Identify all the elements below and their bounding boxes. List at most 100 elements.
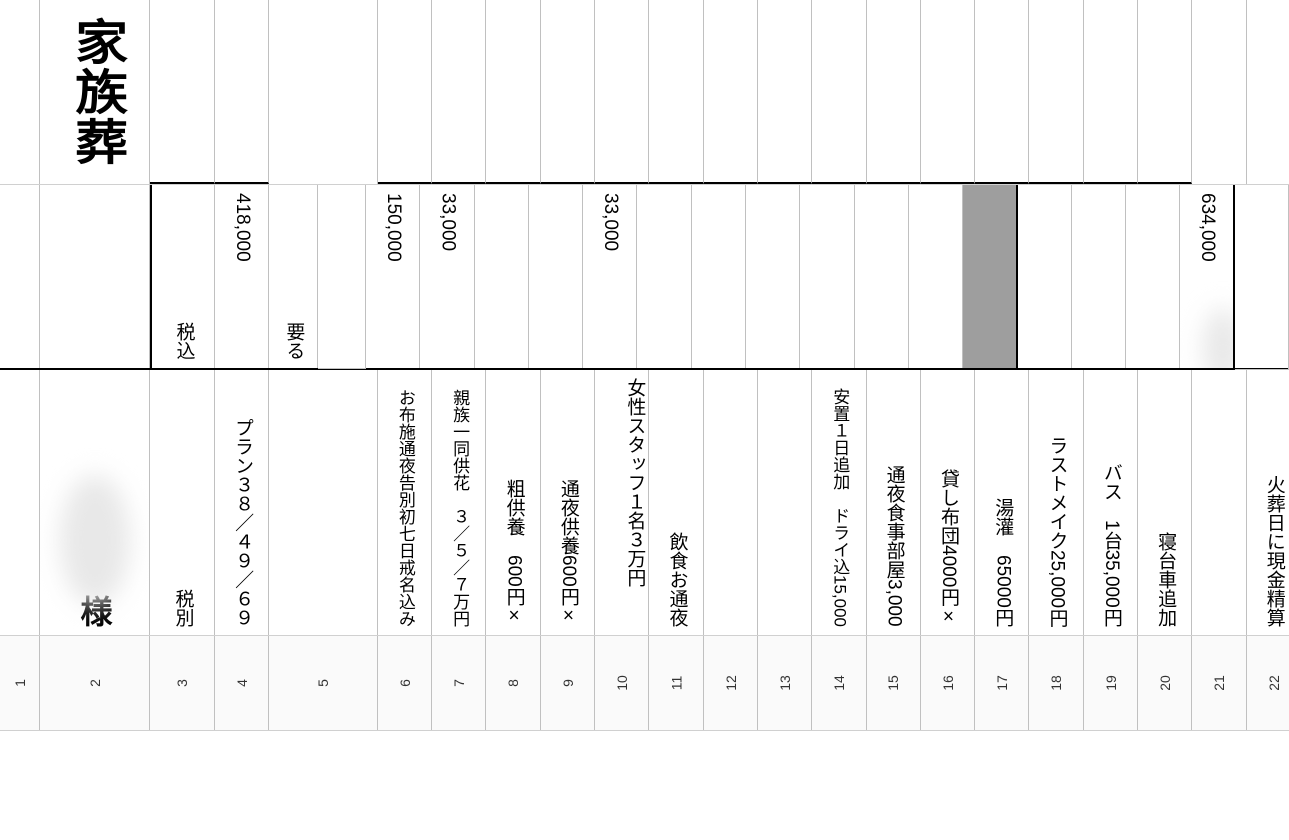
rownum-cell-10[interactable]: 10 (595, 636, 649, 730)
blur-overlay (1203, 308, 1235, 368)
rownum-16: 16 (940, 675, 956, 691)
rownum-12: 12 (722, 675, 738, 691)
header-cell-10 (595, 0, 649, 184)
label-cell-14: 安置１日追加 ドライ込15,000 (812, 370, 866, 635)
label-cell-7: 親族一同供花 ３／５／７万円 (432, 370, 486, 635)
label-cell-22: 火葬日に現金精算 (1247, 370, 1289, 635)
rownum-10: 10 (614, 675, 630, 691)
value-5a: 要る (283, 322, 304, 360)
rownum-cell-14[interactable]: 14 (812, 636, 866, 730)
label-cell-4: プラン３８／４９／６９ (215, 370, 269, 635)
header-cell-21 (1192, 0, 1246, 184)
header-cell-9 (541, 0, 595, 184)
rownum-cell-18[interactable]: 18 (1029, 636, 1083, 730)
rownum-18: 18 (1048, 675, 1064, 691)
rownum-cell-5[interactable]: 5 (269, 636, 378, 730)
header-cell-12 (704, 0, 758, 184)
rownum-2: 2 (86, 679, 102, 687)
rownum-cell-12[interactable]: 12 (704, 636, 758, 730)
value-21: 634,000 (1196, 193, 1217, 262)
value-cell-16 (909, 185, 963, 368)
rownum-8: 8 (505, 679, 521, 687)
rownum-cell-3[interactable]: 3 (150, 636, 215, 730)
rownum-cell-20[interactable]: 20 (1138, 636, 1192, 730)
value-cell-20 (1126, 185, 1180, 368)
rownum-cell-6[interactable]: 6 (378, 636, 432, 730)
rownum-cell-2[interactable]: 2 (40, 636, 150, 730)
rownum-cell-17[interactable]: 17 (975, 636, 1029, 730)
rownum-cell-13[interactable]: 13 (758, 636, 812, 730)
label-cell-5 (269, 370, 378, 635)
label-19: バス 1台35,000円 (1100, 463, 1121, 627)
header-cell-6 (378, 0, 432, 184)
rownum-3: 3 (174, 679, 190, 687)
value-cell-7: 33,000 (420, 185, 474, 368)
row-numbers: 1 2 3 4 5 6 7 8 9 10 11 12 13 14 15 16 1… (0, 636, 1289, 731)
label-cell-11: 飲食お通夜 (649, 370, 703, 635)
rownum-11: 11 (668, 676, 684, 691)
label-8: 粗供養 600円× (503, 479, 524, 627)
value-cell-14 (800, 185, 854, 368)
label-18: ラストメイク25,000円 (1046, 436, 1067, 627)
value-cell-5b: 不要 (318, 185, 366, 369)
header-cell-13 (758, 0, 812, 184)
rownum-5: 5 (315, 679, 331, 687)
label-cell-6: お布施通夜告別初七日戒名込み (378, 370, 432, 635)
value-cell-6: 150,000 (366, 185, 420, 368)
document-title: 家族葬 (56, 17, 133, 167)
rownum-cell-1[interactable]: 1 (0, 636, 40, 730)
value-cell-8 (475, 185, 529, 368)
label-cell-19: バス 1台35,000円 (1084, 370, 1138, 635)
rownum-20: 20 (1157, 675, 1173, 691)
header-cell-14 (812, 0, 866, 184)
rownum-19: 19 (1102, 675, 1118, 691)
rownum-cell-4[interactable]: 4 (215, 636, 269, 730)
tax-included-label: 税込 (173, 322, 194, 360)
label-cell-10: 女性スタッフ１名３万円 (595, 370, 649, 635)
label-16: 貸し布団4000円× (937, 469, 958, 627)
label-cell-20: 寝台車追加 (1138, 370, 1192, 635)
label-cell-13 (758, 370, 812, 635)
rownum-1: 1 (11, 679, 27, 687)
label-10: 女性スタッフ１名３万円 (623, 378, 644, 587)
rownum-cell-11[interactable]: 11 (649, 636, 703, 730)
rownum-cell-8[interactable]: 8 (486, 636, 540, 730)
header-cell-18 (1029, 0, 1083, 184)
rownum-cell-22[interactable]: 22 (1247, 636, 1289, 730)
rownum-cell-7[interactable]: 7 (432, 636, 486, 730)
label-14: 安置１日追加 ドライ込15,000 (830, 388, 849, 627)
rownum-13: 13 (777, 675, 793, 691)
label-7: 親族一同供花 ３／５／７万円 (449, 389, 468, 627)
rownum-cell-16[interactable]: 16 (921, 636, 975, 730)
rownum-cell-21[interactable]: 21 (1192, 636, 1246, 730)
value-cell-9 (529, 185, 583, 368)
rownum-cell-9[interactable]: 9 (541, 636, 595, 730)
label-cell-9: 通夜供養600円× (541, 370, 595, 635)
value-cell-19 (1072, 185, 1126, 368)
value-cell-5a: 要る (269, 185, 317, 368)
rownum-17: 17 (994, 675, 1010, 691)
rownum-cell-19[interactable]: 19 (1084, 636, 1138, 730)
header-cell-17 (975, 0, 1029, 184)
label-cell-8: 粗供養 600円× (486, 370, 540, 635)
header-cell-15 (867, 0, 921, 184)
header-cell-5 (269, 0, 378, 184)
header-cell-7 (432, 0, 486, 184)
header-cell-4 (215, 0, 269, 184)
value-row: 税込 418,000 要る 不要 150,000 33,000 33,000 (0, 185, 1289, 370)
label-row: 様 税別 プラン３８／４９／６９ お布施通夜告別初七日戒名込み 親族一同供花 ３… (0, 370, 1289, 636)
label-cell-18: ラストメイク25,000円 (1029, 370, 1083, 635)
value-cell-10: 33,000 (583, 185, 637, 368)
label-15: 通夜食事部屋3,000 (883, 465, 904, 627)
value-cell-11 (637, 185, 691, 368)
header-cell-19 (1084, 0, 1138, 184)
label-cell-1 (0, 370, 40, 635)
header-cell-1 (0, 0, 40, 184)
tax-excluded-label: 税別 (172, 589, 193, 627)
value-7: 33,000 (436, 193, 457, 251)
value-6: 150,000 (382, 193, 403, 262)
title-cell: 家族葬 (40, 0, 150, 184)
rownum-cell-15[interactable]: 15 (867, 636, 921, 730)
rownum-6: 6 (397, 679, 413, 687)
header-cell-8 (486, 0, 540, 184)
